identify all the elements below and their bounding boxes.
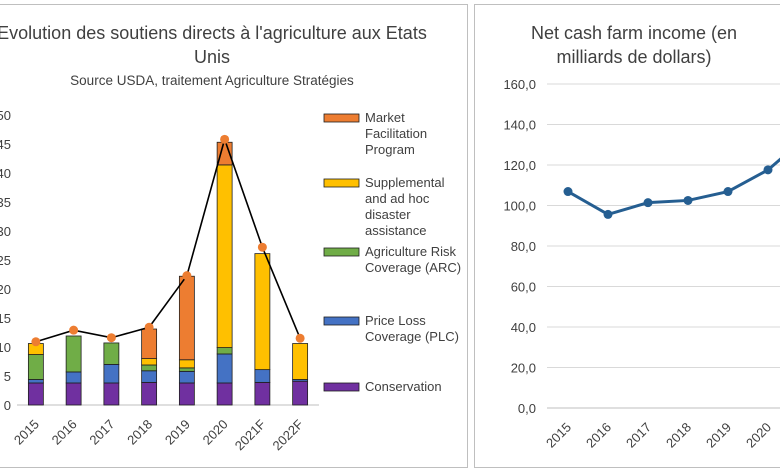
- y-tick-label: 40,0: [511, 320, 536, 335]
- y-tick-label: 0,0: [518, 401, 536, 416]
- bar-segment: [216, 353, 233, 384]
- income-marker: [723, 187, 733, 197]
- y-tick-label: 30: [0, 224, 11, 239]
- support-chart-title: Evolution des soutiens directs à l'agric…: [0, 23, 427, 67]
- income-marker: [763, 165, 773, 175]
- x-tick-label: 2021F: [232, 416, 269, 453]
- legend-label: Market Facilitation Program: [365, 110, 427, 157]
- bar-segment: [178, 382, 195, 406]
- bar-segment: [141, 328, 158, 359]
- y-tick-label: 120,0: [503, 158, 536, 173]
- bar-segment: [216, 382, 233, 406]
- x-tick-label: 2017: [623, 420, 654, 451]
- income-marker: [683, 195, 693, 205]
- y-tick-label: 40: [0, 166, 11, 181]
- bar-segment: [254, 253, 271, 371]
- bar-segment: [178, 370, 195, 384]
- y-tick-label: 25: [0, 253, 11, 268]
- bar-segment: [141, 381, 158, 406]
- bar-segment: [178, 359, 195, 369]
- legend-swatch: [323, 247, 360, 257]
- x-tick-label: 2019: [162, 417, 193, 448]
- bar-segment: [65, 382, 82, 406]
- income-line: [567, 157, 780, 217]
- legend-label: Price Loss Coverage (PLC): [365, 313, 459, 344]
- bar-segment: [254, 369, 271, 383]
- x-tick-label: 2015: [543, 420, 574, 451]
- income-marker: [643, 198, 653, 208]
- total-marker: [182, 271, 192, 281]
- y-tick-label: 15: [0, 311, 11, 326]
- legend-label: Supplemental and ad hoc disaster assistance: [365, 175, 445, 238]
- y-tick-label: 5: [4, 369, 11, 384]
- income-chart-panel: Net cash farm income (en milliards de do…: [474, 4, 780, 468]
- bar-segment: [103, 382, 120, 406]
- support-stacked-bar-chart: 0 5 10 15 20 25 30 35 40 45 50 20152016201720182019…: [0, 108, 461, 453]
- support-chart-panel: Evolution des soutiens directs à l'agric…: [0, 4, 468, 468]
- bar-segment: [254, 381, 271, 406]
- bar-segment: [216, 347, 233, 355]
- bar-segment: [27, 382, 44, 406]
- x-tick-label: 2019: [703, 420, 734, 451]
- bar-segment: [141, 364, 158, 372]
- income-line-chart: 0,0 20,0 40,0 60,0 80,0 100,0 120,0 140,0 160,0 2…: [503, 77, 780, 456]
- legend-label: Conservation: [365, 379, 442, 394]
- bar-segment: [103, 342, 120, 365]
- legend-swatch: [323, 316, 360, 326]
- total-marker: [69, 325, 79, 335]
- total-marker: [220, 134, 230, 144]
- x-tick-label: 2018: [124, 417, 155, 448]
- x-tick-label: 2022F: [270, 416, 307, 453]
- x-tick-label: 2016: [583, 420, 614, 451]
- total-line: [35, 136, 301, 343]
- bar-segment: [292, 343, 309, 380]
- total-marker: [144, 322, 154, 332]
- y-tick-label: 160,0: [503, 77, 536, 92]
- x-tick-label: 2020: [200, 417, 231, 448]
- y-tick-label: 35: [0, 195, 11, 210]
- bar-segment: [27, 354, 44, 380]
- bar-segment: [27, 379, 44, 384]
- bar-segment: [292, 380, 309, 406]
- bar-segment: [65, 371, 82, 384]
- x-tick-label: 2016: [49, 417, 80, 448]
- x-tick-label: 2017: [86, 417, 117, 448]
- bar-segment: [141, 370, 158, 383]
- y-tick-label: 50: [0, 108, 11, 123]
- legend-label: Agriculture Risk Coverage (ARC): [365, 244, 461, 275]
- support-chart-subtitle: Source USDA, traitement Agriculture Stra…: [70, 73, 354, 88]
- y-tick-label: 20: [0, 282, 11, 297]
- y-tick-label: 140,0: [503, 118, 536, 133]
- y-tick-label: 80,0: [511, 239, 536, 254]
- y-tick-label: 45: [0, 137, 11, 152]
- income-marker: [563, 187, 573, 197]
- y-tick-label: 10: [0, 340, 11, 355]
- bar-segment: [178, 275, 195, 361]
- bar-segment: [141, 358, 158, 366]
- total-marker: [106, 333, 116, 343]
- bar-segment: [178, 367, 195, 372]
- legend-swatch: [323, 178, 360, 188]
- y-tick-label: 60,0: [511, 280, 536, 295]
- x-tick-label: 2020: [743, 420, 774, 451]
- total-marker: [31, 337, 41, 347]
- legend-swatch: [323, 113, 360, 123]
- income-chart-title: Net cash farm income (en milliards de do…: [530, 23, 738, 67]
- y-tick-label: 100,0: [503, 199, 536, 214]
- x-tick-label: 2018: [663, 420, 694, 451]
- bar-segment: [65, 335, 82, 373]
- x-tick-label: 2015: [11, 417, 42, 448]
- bar-segment: [103, 363, 120, 384]
- y-tick-label: 0: [4, 398, 11, 413]
- y-tick-label: 20,0: [511, 361, 536, 376]
- income-marker: [603, 209, 613, 219]
- bar-segment: [216, 164, 233, 348]
- total-marker: [295, 333, 305, 343]
- total-marker: [257, 242, 267, 252]
- legend-swatch: [323, 382, 360, 392]
